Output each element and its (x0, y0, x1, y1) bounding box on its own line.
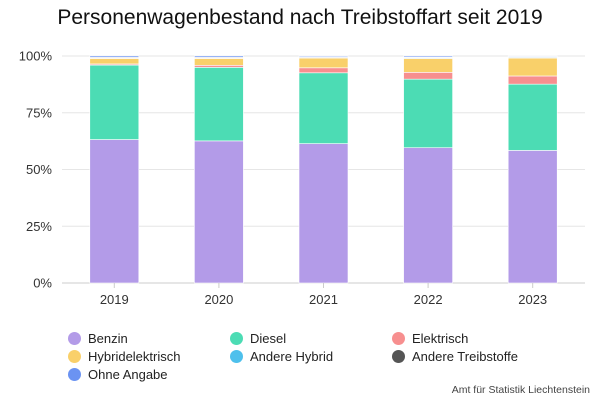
bar-segment-hybridelektrisch (194, 58, 244, 66)
legend-label: Elektrisch (412, 331, 469, 346)
source-note: Amt für Statistik Liechtenstein (451, 384, 590, 396)
y-tick-label: 0% (33, 276, 52, 291)
bar-segment-hybridelektrisch (298, 57, 349, 69)
bar-segment-benzin (89, 139, 140, 284)
legend-swatch (68, 350, 81, 363)
bar-segment-elektrisch (298, 67, 349, 74)
x-tick-label: 2021 (309, 292, 338, 307)
bar-segment-ohne-angabe (507, 55, 558, 57)
bar-segment-ohne-angabe (403, 55, 453, 58)
x-tick-label: 2019 (100, 292, 129, 307)
legend-label: Diesel (250, 331, 287, 346)
legend: Benzin Diesel Elektrisch Hybridelektrisch An… (68, 330, 588, 383)
y-axis: 0% 25% 50% 75% 100% (19, 49, 53, 291)
x-tick-label: 2022 (414, 292, 443, 307)
y-tick-label: 50% (26, 162, 52, 177)
legend-item-elektrisch: Elektrisch (392, 330, 582, 347)
legend-item-diesel: Diesel (230, 330, 392, 347)
legend-item-hybridelektrisch: Hybridelektrisch (68, 348, 230, 365)
x-axis: 2019 2020 2021 2022 2023 (100, 283, 547, 307)
legend-swatch (392, 332, 405, 345)
bar-segment-elektrisch (507, 75, 558, 85)
legend-swatch (68, 332, 81, 345)
bar-segment-diesel (403, 78, 453, 149)
bars (89, 55, 558, 284)
legend-item-ohne-angabe: Ohne Angabe (68, 366, 230, 383)
legend-label: Benzin (88, 331, 128, 346)
bar-segment-hybridelektrisch (89, 58, 140, 65)
legend-swatch (230, 332, 243, 345)
stacked-bar-chart: 0% 25% 50% 75% 100% 2019 2020 2021 2022 2023 (19, 49, 585, 307)
legend-swatch (392, 350, 405, 363)
legend-item-andere-treibstoffe: Andere Treibstoffe (392, 348, 582, 365)
bar-segment-elektrisch (194, 65, 244, 68)
bar-segment-diesel (298, 72, 349, 144)
bar-segment-ohne-angabe (89, 55, 140, 58)
legend-item-benzin: Benzin (68, 330, 230, 347)
bar-segment-hybridelektrisch (507, 57, 558, 77)
bar-segment-benzin (298, 143, 349, 284)
bar-segment-benzin (403, 147, 453, 284)
bar-segment-elektrisch (403, 72, 453, 80)
x-tick-label: 2020 (204, 292, 233, 307)
bar-segment-diesel (194, 67, 244, 142)
y-tick-label: 75% (26, 105, 52, 120)
legend-label: Andere Treibstoffe (412, 349, 518, 364)
legend-label: Ohne Angabe (88, 367, 168, 382)
legend-swatch (230, 350, 243, 363)
bar-segment-ohne-angabe (298, 55, 349, 58)
legend-swatch (68, 368, 81, 381)
bar-segment-hybridelektrisch (403, 58, 453, 73)
bar-segment-benzin (194, 140, 244, 284)
y-tick-label: 25% (26, 219, 52, 234)
bar-segment-ohne-angabe (194, 55, 244, 58)
x-tick-label: 2023 (518, 292, 547, 307)
chart-title: Personenwagenbestand nach Treibstoffart … (57, 6, 543, 29)
legend-label: Hybridelektrisch (88, 349, 181, 364)
legend-item-andere-hybrid: Andere Hybrid (230, 348, 392, 365)
bar-segment-benzin (507, 150, 558, 284)
y-tick-label: 100% (19, 49, 53, 64)
bar-segment-diesel (507, 83, 558, 151)
legend-label: Andere Hybrid (250, 349, 334, 364)
bar-segment-diesel (89, 64, 140, 140)
